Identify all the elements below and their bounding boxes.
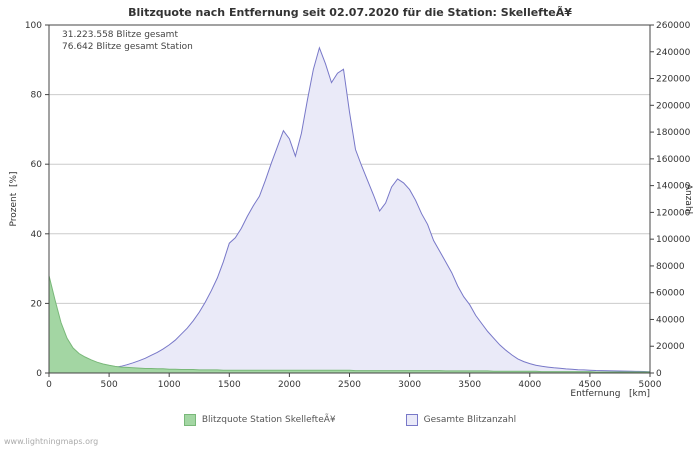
- legend-label-station-quote: Blitzquote Station SkellefteÃ¥: [201, 415, 336, 425]
- annotation-station-flashes: 76.642 Blitze gesamt Station: [62, 42, 193, 52]
- station-quote-swatch-icon: [183, 414, 196, 426]
- line-total-count: [48, 46, 651, 373]
- x-tick-label: 5000: [639, 380, 662, 390]
- right-tick-label: 140000: [656, 182, 691, 192]
- left-tick-label: 20: [31, 299, 43, 309]
- right-tick-label: 200000: [656, 101, 691, 111]
- legend-item-station-quote: Blitzquote Station SkellefteÃ¥: [183, 414, 336, 426]
- x-tick-label: 2000: [278, 380, 301, 390]
- line-station-quote: [48, 275, 650, 373]
- x-tick-label: 4000: [518, 380, 541, 390]
- left-tick-label: 100: [25, 21, 42, 31]
- x-tick-label: 2500: [338, 380, 361, 390]
- left-tick-label: 80: [31, 91, 43, 101]
- right-tick-label: 180000: [656, 128, 691, 138]
- right-tick-label: 0: [656, 369, 662, 379]
- x-tick-label: 1500: [218, 380, 241, 390]
- chart-title: Blitzquote nach Entfernung seit 02.07.20…: [128, 6, 572, 19]
- legend-label-total-count: Gesamte Blitzanzahl: [423, 415, 517, 425]
- right-tick-label: 80000: [656, 262, 685, 272]
- x-tick-label: 1000: [158, 380, 181, 390]
- legend: Blitzquote Station SkellefteÃ¥ Gesamte B…: [0, 414, 700, 426]
- right-tick-label: 240000: [656, 48, 691, 58]
- right-tick-label: 20000: [656, 342, 685, 352]
- left-tick-label: 60: [31, 160, 43, 170]
- annotation-total-flashes: 31.223.558 Blitze gesamt: [62, 30, 178, 40]
- x-tick-label: 0: [46, 380, 52, 390]
- right-tick-label: 260000: [656, 21, 691, 31]
- area-total-count: [49, 47, 650, 374]
- watermark-link[interactable]: www.lightningmaps.org: [4, 437, 99, 446]
- x-tick-label: 500: [101, 380, 118, 390]
- x-axis-label: Entfernung [km]: [570, 389, 650, 399]
- total-count-swatch-icon: [405, 414, 418, 426]
- right-tick-label: 100000: [656, 235, 691, 245]
- right-tick-label: 120000: [656, 208, 691, 218]
- left-tick-label: 40: [31, 230, 43, 240]
- x-tick-label: 3500: [458, 380, 481, 390]
- x-tick-label: 3000: [398, 380, 421, 390]
- legend-item-total-count: Gesamte Blitzanzahl: [405, 414, 517, 426]
- right-tick-label: 160000: [656, 155, 691, 165]
- right-tick-label: 40000: [656, 315, 685, 325]
- right-tick-label: 220000: [656, 75, 691, 85]
- x-tick-label: 4500: [578, 380, 601, 390]
- y-axis-label-left: Prozent [%]: [9, 171, 19, 227]
- right-tick-label: 60000: [656, 289, 685, 299]
- left-tick-label: 0: [36, 369, 42, 379]
- y-axis-label-right: Anzahl: [683, 183, 693, 215]
